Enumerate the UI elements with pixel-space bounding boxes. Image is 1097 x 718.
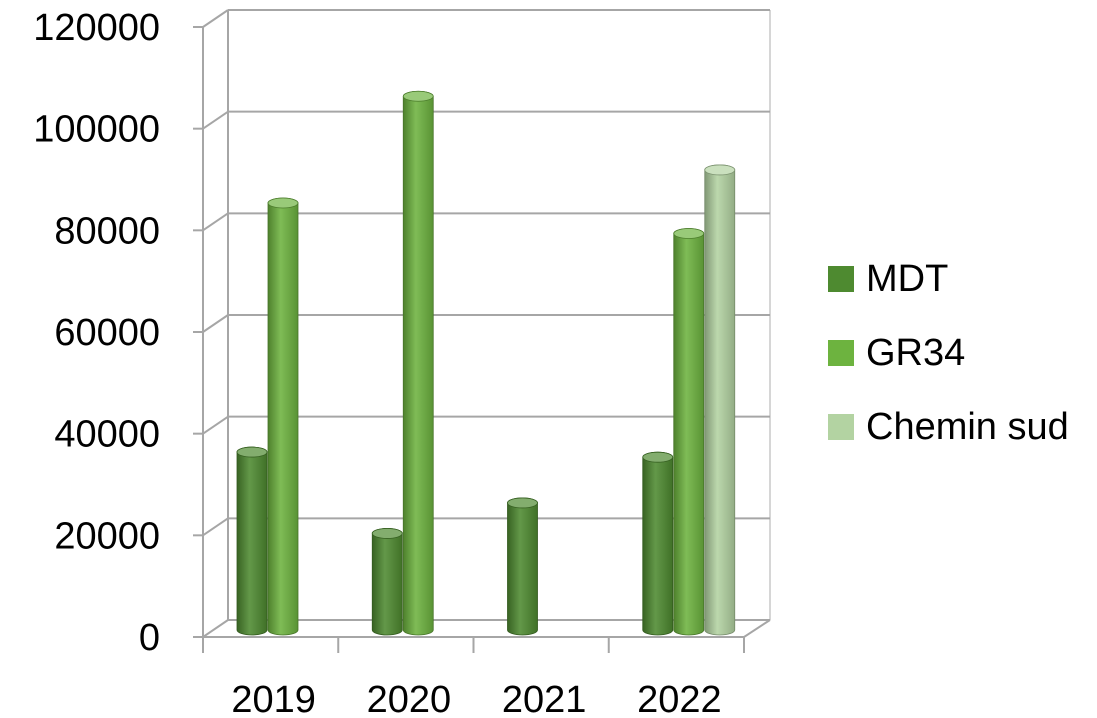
x-tick-label: 2019 — [231, 679, 316, 718]
bar-cap — [267, 197, 299, 209]
bar-cap — [371, 528, 403, 539]
bar-body — [642, 451, 674, 636]
bar-cap — [642, 451, 674, 463]
y-tick-label: 60000 — [54, 312, 160, 354]
gridline-diag — [202, 517, 229, 537]
bar — [267, 197, 299, 636]
bar-body — [704, 164, 736, 636]
legend-label-gr34: GR34 — [866, 331, 966, 374]
y-tick-label: 120000 — [33, 7, 160, 49]
bars — [236, 90, 736, 636]
x-tick-label: 2021 — [502, 679, 587, 718]
y-axis-ticks: 0 20000 40000 60000 80000 100000 120000 — [33, 7, 160, 659]
y-tick-label: 100000 — [33, 109, 160, 151]
legend-item-chemin-sud: Chemin sud — [828, 405, 1069, 448]
legend-label-chemin-sud: Chemin sud — [866, 405, 1069, 448]
legend-item-mdt: MDT — [828, 257, 1069, 300]
bar-cap — [704, 164, 736, 176]
bar-cap — [673, 228, 705, 239]
bar-body — [267, 197, 299, 636]
bar-body — [236, 446, 268, 636]
gridline-diag — [202, 314, 229, 333]
gridline-diag — [202, 415, 229, 435]
bar — [371, 528, 403, 636]
bar — [236, 446, 268, 636]
y-tick-label: 20000 — [54, 515, 160, 557]
bar — [642, 451, 674, 636]
legend-item-gr34: GR34 — [828, 331, 1069, 374]
gridline-diag — [202, 619, 229, 638]
y-tick-label: 40000 — [54, 414, 160, 456]
gridline-diag — [202, 212, 229, 232]
bar — [673, 228, 705, 636]
gridline-diag — [202, 110, 229, 130]
bar-body — [507, 497, 538, 636]
x-axis-ticks: 2019 2020 2021 2022 — [231, 679, 721, 718]
y-tick-label: 0 — [139, 617, 160, 659]
bar-body — [673, 228, 705, 636]
legend: MDT GR34 Chemin sud — [828, 257, 1069, 482]
bar-cap — [402, 90, 434, 102]
bar-cap — [236, 446, 268, 458]
bar-cap — [507, 497, 538, 509]
gridline-diag — [202, 9, 229, 28]
x-tick-label: 2022 — [637, 679, 722, 718]
bar-body — [402, 90, 434, 636]
bar — [402, 90, 434, 636]
legend-label-mdt: MDT — [866, 257, 949, 300]
legend-swatch-chemin-sud — [828, 414, 854, 440]
bar — [704, 164, 736, 636]
legend-swatch-gr34 — [828, 340, 854, 366]
x-tick-label: 2020 — [367, 679, 452, 718]
floor-right-edge — [743, 619, 771, 638]
bar-body — [371, 528, 403, 636]
bar — [507, 497, 538, 636]
legend-swatch-mdt — [828, 266, 854, 292]
y-tick-label: 80000 — [54, 210, 160, 252]
